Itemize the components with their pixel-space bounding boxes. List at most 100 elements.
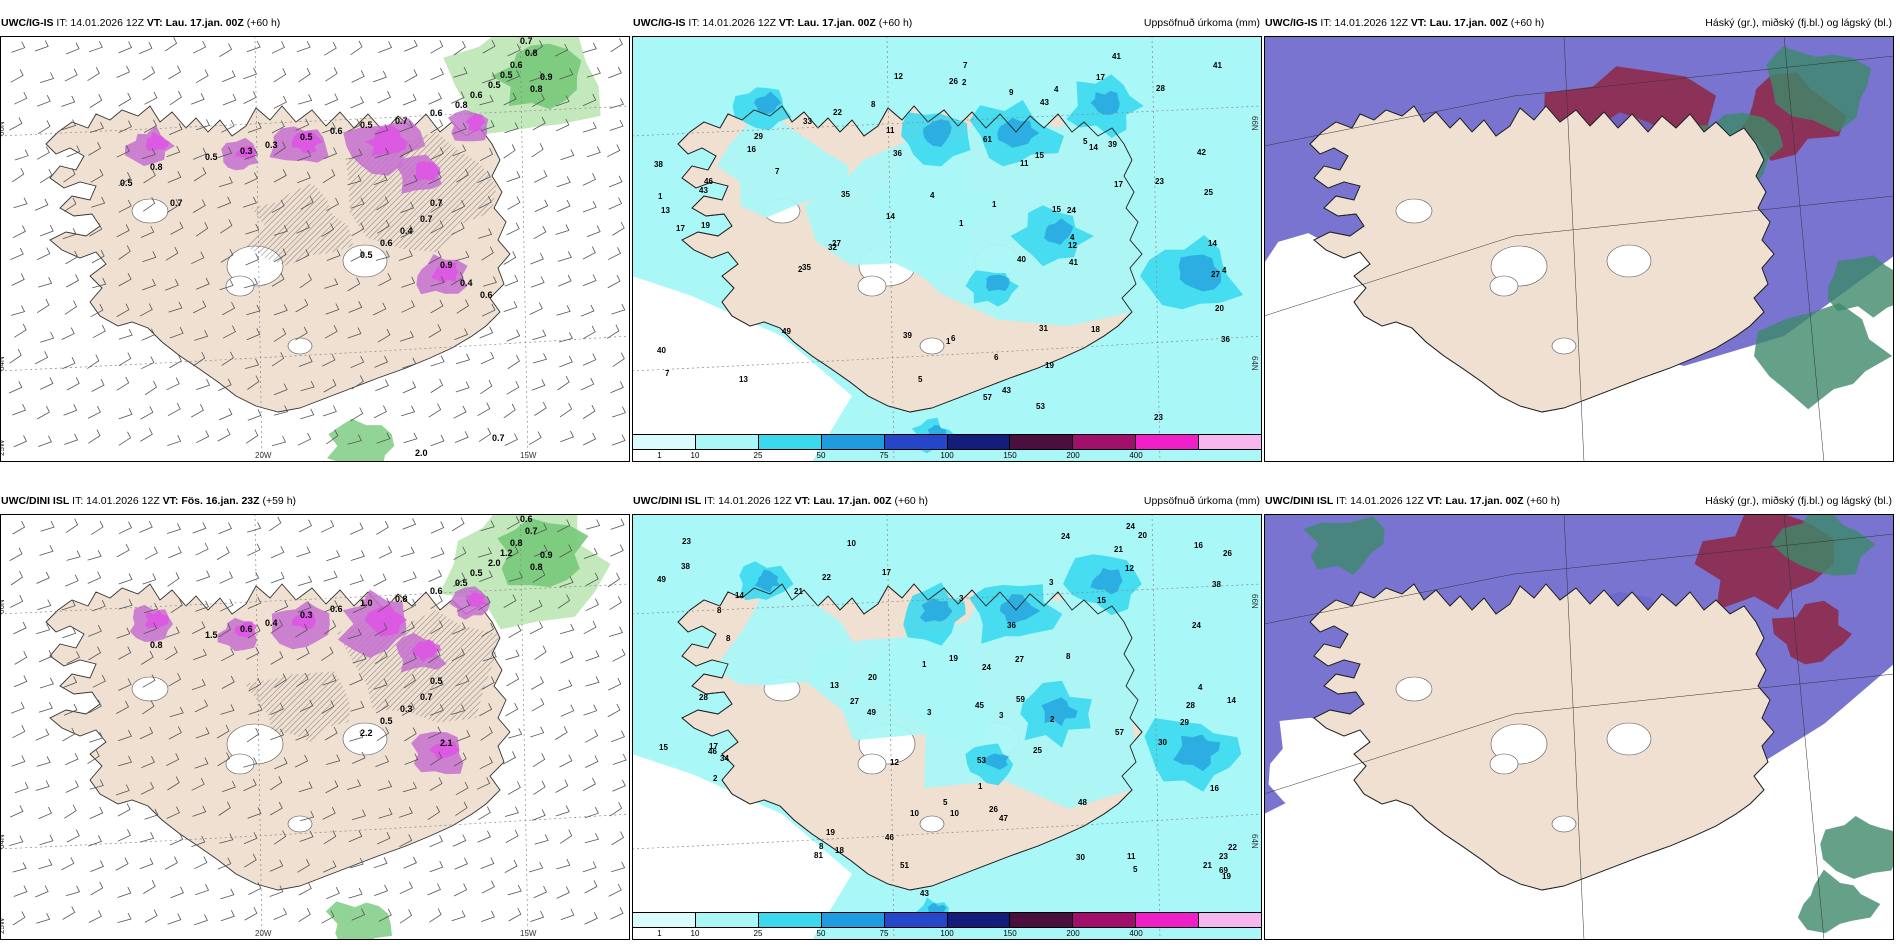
wind-barb [350,701,365,712]
wind-barb [10,570,24,586]
wind-barb [350,197,365,209]
wind-barb [351,375,364,390]
precip-value: 16 [747,145,756,154]
wind-barb [196,570,211,582]
wind-barb [273,68,287,83]
wind-barb [246,646,260,660]
wind-barb [273,141,286,156]
precip-value: 1 [959,219,964,228]
wind-barb [88,142,102,156]
precip-value: 10 [950,809,959,818]
precip-area [1041,697,1078,727]
panel-title: UWC/DINI ISL IT: 14.01.2026 12Z VT: Lau.… [1265,495,1892,507]
precip-value: 13 [739,375,748,384]
rain-area [325,901,392,940]
wind-barb [428,648,441,664]
wind-barb [428,92,442,105]
wind-barb [451,648,465,662]
precip-value: 48 [1078,798,1087,807]
wind-barb [403,856,417,869]
snow-depth-value: 0.7 [170,198,183,208]
precip-value: 22 [1228,843,1237,852]
precip-value: 6 [951,334,956,343]
wind-barb [91,249,105,264]
valid-time: Lau. 17.jan. 00Z [165,17,244,29]
glacier [919,815,945,833]
colorbar-tick: 50 [816,929,826,938]
precip-value: 7 [775,167,780,176]
wind-barb [582,121,597,133]
wind-barb [87,67,100,82]
wind-barb [350,355,365,368]
wind-barb [115,857,129,871]
wind-barb [221,648,235,662]
init-time: IT: 14.01.2026 12Z [1336,495,1424,507]
precip-area [999,594,1041,624]
wind-barbs [8,37,626,448]
wind-barb [430,299,444,314]
wind-barb [349,731,364,742]
precip-value: 19 [1045,361,1054,370]
wind-barb [374,622,388,637]
wind-barb [243,757,258,768]
wind-barb [12,911,26,926]
colorbar-tick: 10 [690,929,700,938]
wind-barb [326,249,341,261]
precip-value: 24 [1126,522,1135,531]
precip-value: 21 [794,587,803,596]
wind-barb [63,404,78,416]
wind-barb [556,305,571,316]
snow-depth-value: 0.7 [420,214,433,224]
wind-barb [220,219,233,234]
wind-barb [430,147,444,160]
precip-value: 61 [983,135,992,144]
wind-barb [557,199,571,212]
wind-barb [167,776,180,791]
wind-barb [505,546,519,560]
panel-wind-dini: UWC/DINI ISL IT: 14.01.2026 12Z VT: Fös.… [0,495,630,940]
wind-barb [609,98,624,109]
wind-barb [38,701,53,713]
valid-time: Lau. 17.jan. 00Z [813,495,892,507]
wind-barb [559,355,573,368]
precip-value: 26 [989,805,998,814]
wind-barb [11,273,25,286]
wind-barb [374,147,390,158]
wind-barb [164,856,178,870]
colorbar-swatch [1136,435,1200,449]
wind-barb [324,93,339,106]
precip-value: 12 [890,758,899,767]
map-clouds [1264,514,1894,940]
wind-barb [118,92,132,107]
wind-barb [612,779,626,792]
wind-barb [11,755,26,767]
grid-label: 20W [255,451,272,460]
wind-barb [530,910,545,922]
wind-barb [401,702,415,716]
wind-barb [116,65,131,78]
wind-barb [347,327,362,339]
precip-value: 17 [676,224,685,233]
wind-barb [142,197,156,212]
wind-barb [506,381,520,395]
wind-barb [92,674,106,688]
wind-barb [219,833,234,844]
valid-time: Fös. 16.jan. 23Z [181,495,260,507]
wind-barb [37,405,50,420]
precip-value: 11 [886,126,895,135]
wind-barb [221,351,234,366]
wind-barb [324,726,338,741]
high-cloud-area [1766,46,1872,133]
snow-depth-value: 0.5 [300,132,313,142]
precip-value: 16 [1194,541,1203,550]
wind-barb [65,518,79,533]
wind-barb [555,779,569,793]
snow-depth-value: 0.6 [330,126,343,136]
wind-barb [556,176,571,188]
precip-value: 39 [903,331,912,340]
wind-barb [61,327,75,340]
wind-barb [294,754,309,768]
colorbar-tick: 200 [1066,451,1080,460]
wind-barb [505,649,520,661]
precip-value: 17 [709,742,718,751]
